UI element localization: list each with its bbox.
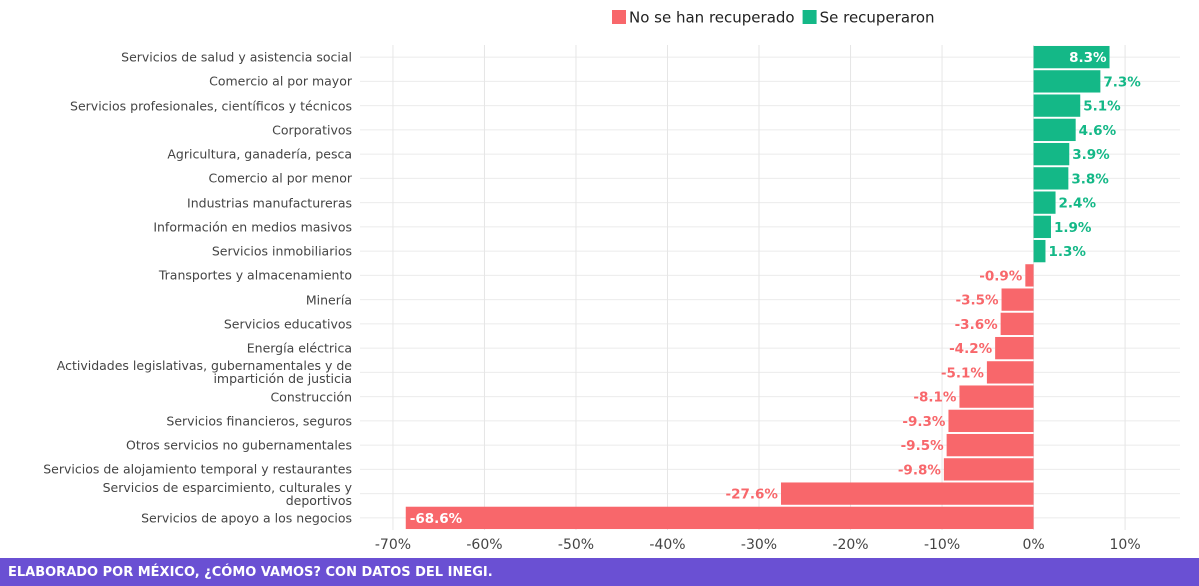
legend-swatch bbox=[802, 10, 817, 24]
category-label: Construcción bbox=[270, 389, 352, 405]
value-label: -5.1% bbox=[941, 365, 985, 381]
bar bbox=[1033, 167, 1069, 190]
category-label: Agricultura, ganadería, pesca bbox=[167, 146, 352, 162]
category-label: Comercio al por menor bbox=[208, 170, 352, 186]
bar bbox=[959, 385, 1034, 408]
bar bbox=[780, 482, 1034, 505]
value-label: -3.6% bbox=[955, 317, 999, 333]
bar bbox=[405, 506, 1034, 530]
bar bbox=[1033, 45, 1110, 69]
category-label: Otros servicios no gubernamentales bbox=[126, 437, 352, 453]
bar bbox=[946, 433, 1034, 457]
value-label: -27.6% bbox=[726, 487, 779, 503]
x-tick-label: -20% bbox=[832, 537, 868, 553]
bar bbox=[1033, 94, 1081, 117]
value-label: -9.5% bbox=[901, 438, 945, 454]
category-label: Información en medios masivos bbox=[153, 219, 352, 235]
x-tick-label: 10% bbox=[1110, 537, 1141, 553]
bar bbox=[1033, 70, 1101, 93]
value-label: -4.2% bbox=[949, 341, 993, 357]
bar bbox=[1000, 312, 1034, 336]
value-label: 1.9% bbox=[1054, 220, 1092, 236]
bar bbox=[986, 361, 1034, 384]
category-label: Minería bbox=[305, 292, 352, 308]
value-label: 8.3% bbox=[1069, 50, 1107, 66]
bar bbox=[995, 336, 1034, 360]
value-label: -68.6% bbox=[410, 511, 463, 527]
category-label: Servicios de apoyo a los negocios bbox=[141, 510, 352, 526]
bar bbox=[1001, 288, 1034, 311]
bar bbox=[1033, 118, 1076, 142]
value-label: -9.8% bbox=[898, 462, 942, 478]
legend-swatch bbox=[612, 10, 626, 24]
value-label: -0.9% bbox=[979, 268, 1023, 284]
bar bbox=[943, 458, 1034, 481]
category-label: Servicios de salud y asistencia social bbox=[121, 49, 352, 65]
category-label: Comercio al por mayor bbox=[209, 73, 352, 89]
value-label: 3.9% bbox=[1072, 147, 1110, 163]
value-label: -8.1% bbox=[913, 390, 957, 406]
bar bbox=[1033, 215, 1051, 239]
legend-label: Se recuperaron bbox=[820, 9, 935, 27]
x-tick-label: -50% bbox=[558, 537, 594, 553]
value-label: 5.1% bbox=[1083, 99, 1121, 115]
category-label: Corporativos bbox=[272, 122, 352, 138]
chart: -70% -60% -50% -40% -30% -20% -10% 0% 10% No se h… bbox=[360, 9, 1180, 553]
value-label: 7.3% bbox=[1103, 74, 1141, 90]
category-label: Industrias manufactureras bbox=[187, 195, 352, 211]
category-label: Servicios de alojamiento temporal y rest… bbox=[43, 461, 352, 477]
value-label: 2.4% bbox=[1059, 196, 1097, 212]
category-label: Actividades legislativas, gubernamentale… bbox=[56, 358, 352, 387]
x-tick-label: 0% bbox=[1022, 537, 1044, 553]
x-tick-label: -60% bbox=[466, 537, 502, 553]
value-label: 1.3% bbox=[1048, 244, 1086, 260]
legend-label: No se han recuperado bbox=[629, 9, 795, 27]
footer-text: ELABORADO POR MÉXICO, ¿CÓMO VAMOS? CON D… bbox=[8, 565, 493, 580]
value-label: 4.6% bbox=[1079, 123, 1117, 139]
bar bbox=[948, 409, 1034, 433]
category-label: Energía eléctrica bbox=[246, 340, 352, 356]
x-tick-label: -40% bbox=[649, 537, 685, 553]
bar bbox=[1033, 142, 1070, 166]
value-label: -3.5% bbox=[955, 293, 999, 309]
bar bbox=[1025, 264, 1034, 287]
category-label: Servicios financieros, seguros bbox=[166, 413, 352, 429]
bar bbox=[1033, 239, 1046, 263]
x-tick-label: -70% bbox=[375, 537, 411, 553]
category-label: Servicios educativos bbox=[223, 316, 352, 332]
category-label: Servicios inmobiliarios bbox=[211, 243, 352, 259]
value-label: -9.3% bbox=[902, 414, 946, 430]
category-label: Servicios profesionales, científicos y t… bbox=[70, 98, 352, 114]
footer: ELABORADO POR MÉXICO, ¿CÓMO VAMOS? CON D… bbox=[0, 558, 1199, 586]
category-label: Servicios de esparcimiento, culturales y… bbox=[102, 479, 352, 508]
value-label: 3.8% bbox=[1071, 171, 1109, 187]
category-label: Transportes y almacenamiento bbox=[158, 267, 352, 283]
bar bbox=[1033, 191, 1056, 214]
x-tick-label: -30% bbox=[741, 537, 777, 553]
x-tick-label: -10% bbox=[924, 537, 960, 553]
